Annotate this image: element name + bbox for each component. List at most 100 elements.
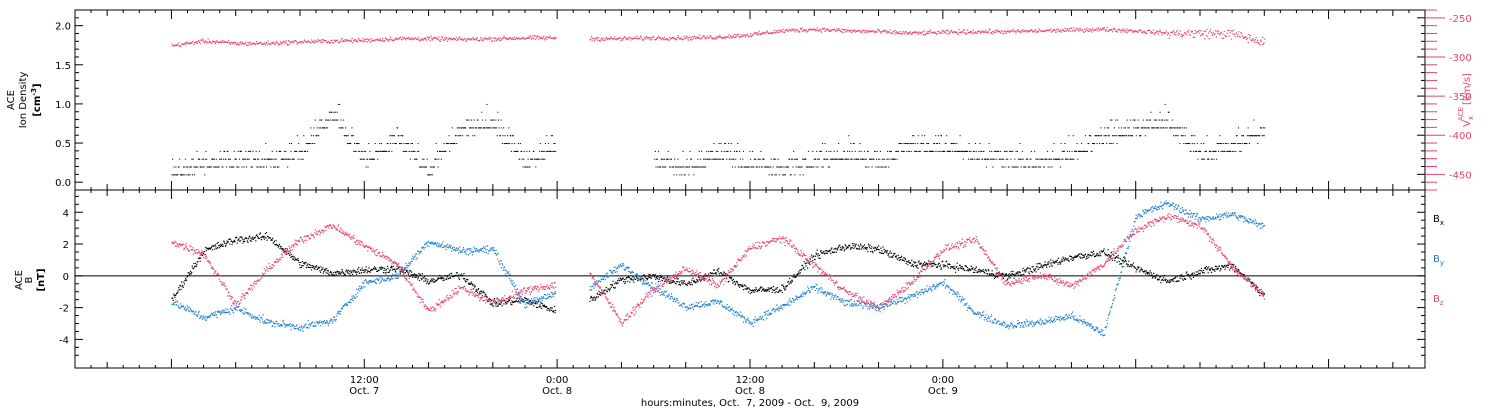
velocity-point — [541, 38, 543, 40]
field-point-x — [751, 289, 754, 291]
velocity-point — [927, 30, 930, 33]
field-point-x — [728, 276, 731, 279]
field-point-x — [807, 262, 809, 264]
velocity-point — [1120, 31, 1122, 33]
density-point — [364, 150, 366, 152]
density-point — [217, 166, 219, 168]
density-point — [1007, 166, 1009, 168]
density-point — [236, 166, 238, 168]
density-point — [200, 166, 202, 168]
field-point-x — [594, 298, 597, 300]
density-point — [691, 166, 693, 168]
density-point — [823, 158, 825, 160]
density-point — [1114, 135, 1116, 137]
field-point-x — [274, 244, 277, 246]
density-point — [1118, 127, 1120, 129]
density-point — [789, 174, 791, 176]
density-point — [204, 158, 206, 160]
velocity-point — [233, 42, 235, 44]
density-point — [661, 158, 663, 160]
field-point-x — [683, 280, 686, 282]
density-point — [228, 158, 230, 160]
velocity-point — [897, 31, 899, 33]
velocity-point — [435, 36, 437, 39]
velocity-point — [412, 38, 414, 40]
velocity-point — [1017, 29, 1019, 31]
density-point — [1223, 143, 1225, 145]
velocity-point — [898, 32, 901, 35]
density-point — [438, 158, 440, 160]
field-point-x — [361, 267, 363, 269]
velocity-point — [824, 30, 826, 33]
velocity-point — [1047, 29, 1050, 31]
velocity-point — [491, 40, 493, 42]
field-point-x — [204, 250, 206, 253]
velocity-point — [789, 29, 791, 32]
density-point — [281, 158, 283, 160]
density-point — [670, 158, 673, 160]
velocity-point — [1014, 30, 1016, 32]
density-point — [455, 135, 457, 137]
density-point — [474, 135, 476, 137]
velocity-point — [811, 29, 813, 31]
velocity-point — [927, 32, 929, 34]
field-point-x — [327, 272, 329, 274]
velocity-point — [904, 33, 906, 35]
field-point-x — [209, 247, 211, 249]
density-point — [874, 150, 876, 152]
velocity-point — [637, 37, 640, 39]
velocity-point — [1000, 30, 1003, 32]
density-point — [929, 150, 931, 152]
density-point — [672, 166, 674, 168]
density-point — [1070, 158, 1072, 160]
field-point-x — [530, 302, 533, 304]
velocity-point — [1199, 35, 1202, 37]
density-point — [352, 135, 354, 137]
velocity-point — [1168, 37, 1170, 39]
velocity-point — [896, 32, 899, 34]
velocity-point — [1027, 31, 1029, 33]
field-point-x — [661, 276, 663, 278]
velocity-point — [1239, 36, 1241, 38]
velocity-point — [619, 36, 622, 39]
density-point — [1254, 135, 1256, 137]
density-point — [942, 150, 944, 152]
velocity-point — [172, 45, 175, 47]
field-point-x — [630, 277, 632, 280]
velocity-point — [982, 30, 984, 32]
density-point — [1091, 150, 1093, 152]
field-point-x — [830, 252, 832, 255]
density-point — [377, 158, 379, 160]
density-point — [1203, 143, 1205, 145]
density-point — [292, 158, 295, 160]
density-point — [1110, 143, 1112, 145]
density-point — [1166, 127, 1168, 129]
density-point — [264, 158, 266, 160]
density-point — [1251, 135, 1253, 137]
velocity-point — [1242, 37, 1244, 39]
field-point-x — [1014, 274, 1016, 276]
velocity-point — [1036, 31, 1038, 33]
field-point-x — [272, 237, 274, 239]
field-point-x — [797, 273, 799, 276]
velocity-point — [747, 33, 749, 35]
density-point — [1046, 158, 1048, 160]
field-point-x — [867, 243, 870, 245]
field-point-x — [936, 265, 939, 268]
field-point-x — [991, 270, 993, 272]
density-point — [1051, 166, 1053, 168]
velocity-point — [346, 39, 348, 41]
field-point-x — [1044, 261, 1046, 263]
density-point — [380, 150, 382, 152]
density-point — [1077, 158, 1079, 160]
density-point — [194, 166, 196, 168]
density-point — [532, 158, 534, 160]
density-point — [278, 166, 280, 168]
field-point-x — [543, 306, 545, 308]
density-point — [419, 166, 421, 168]
velocity-point — [1040, 30, 1042, 32]
field-point-x — [507, 300, 510, 302]
field-point-x — [209, 248, 211, 250]
field-point-x — [343, 274, 345, 276]
density-point — [496, 127, 498, 129]
